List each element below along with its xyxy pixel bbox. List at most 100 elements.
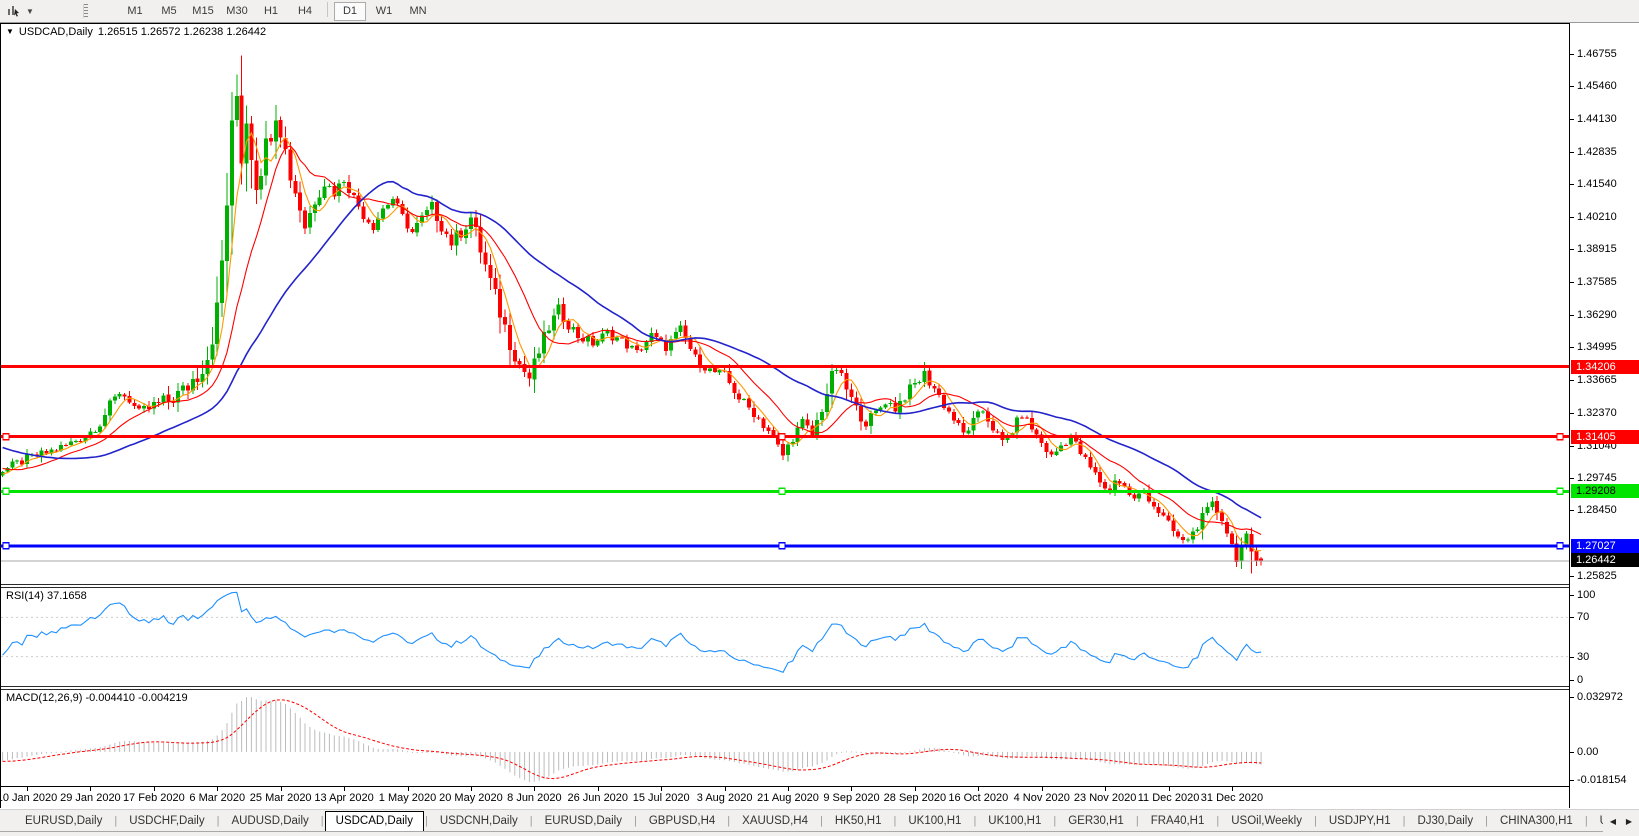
hline-handle[interactable] — [1556, 432, 1564, 441]
hline-handle[interactable] — [778, 487, 786, 496]
timeframe-button-m5[interactable]: M5 — [161, 4, 177, 17]
main-chart-pane[interactable]: ▼ USDCAD,Daily 1.26515 1.26572 1.26238 1… — [1, 24, 1569, 584]
price-axis-label: 1.37585 — [1577, 276, 1617, 289]
timeframe-button-h1[interactable]: H1 — [263, 4, 279, 17]
hline-handle[interactable] — [2, 432, 10, 441]
price-tick — [1570, 445, 1574, 447]
macd-scale-label: 0.032972 — [1577, 691, 1623, 703]
macd-canvas[interactable] — [1, 690, 1569, 786]
timeframe-button-m1[interactable]: M1 — [127, 4, 143, 17]
horizontal-line-1.27027[interactable] — [1, 542, 1569, 550]
tab-usdcad-daily[interactable]: USDCAD,Daily — [324, 811, 424, 831]
rsi-scale-label: 70 — [1577, 611, 1590, 624]
timeframe-button-d1[interactable]: D1 — [334, 1, 366, 21]
tab-uk100-h1[interactable]: UK100,H1 — [908, 815, 962, 827]
tab-scroll-left-icon[interactable]: ◀ — [1609, 816, 1617, 826]
tab-fra40-h1[interactable]: FRA40,H1 — [1150, 815, 1205, 827]
rsi-canvas[interactable] — [1, 588, 1569, 686]
tab-gbpusd-h4[interactable]: GBPUSD,H4 — [648, 815, 716, 827]
timeframe-button-m15[interactable]: M15 — [192, 4, 214, 17]
main-chart-canvas[interactable] — [1, 24, 1569, 584]
rsi-indicator-pane[interactable]: RSI(14) 37.1658 — [1, 588, 1569, 686]
hline-handle[interactable] — [2, 542, 10, 550]
price-tick — [1570, 217, 1574, 219]
macd-tick — [1570, 697, 1574, 698]
tab-usdchf-daily[interactable]: USDCHF,Daily — [129, 815, 205, 827]
price-tick — [1570, 53, 1574, 55]
price-tick — [1570, 119, 1574, 121]
date-tick — [407, 787, 409, 791]
date-label: 26 Jun 2020 — [567, 792, 629, 804]
rsi-tick — [1570, 680, 1574, 681]
price-axis-label: 1.41540 — [1577, 177, 1617, 190]
tab-scroll-right-icon[interactable]: ▶ — [1625, 816, 1633, 826]
date-label: 11 Dec 2020 — [1137, 792, 1200, 804]
cursor-tool-icon[interactable] — [3, 2, 23, 20]
tab-usdcnh-daily[interactable]: USDCNH,Daily — [439, 815, 518, 827]
symbol-period-label: USDCAD,Daily — [18, 26, 93, 38]
hline-handle[interactable] — [1556, 487, 1564, 496]
price-axis-label: 1.44130 — [1577, 113, 1617, 126]
date-tick — [1168, 787, 1170, 791]
horizontal-line-1.29208[interactable] — [1, 487, 1569, 496]
hline-handle[interactable] — [778, 432, 786, 441]
horizontal-line-1.31405[interactable] — [1, 432, 1569, 441]
dropdown-caret-icon[interactable]: ▼ — [26, 6, 34, 16]
tab-hk50-h1[interactable]: HK50,H1 — [834, 815, 882, 827]
price-axis[interactable]: 1.46755 1.45460 1.44130 1.42835 1.41540 1.402… — [1570, 23, 1639, 809]
macd-tick — [1570, 780, 1574, 781]
hline-handle[interactable] — [2, 487, 10, 496]
price-axis-label: 1.32370 — [1577, 406, 1617, 419]
hline-handle[interactable] — [1556, 542, 1564, 550]
pane-resize-separator[interactable] — [1, 686, 1569, 690]
price-axis-label: 1.38915 — [1577, 243, 1617, 256]
timeframe-button-mn[interactable]: MN — [409, 4, 427, 17]
tab-ger30-h1[interactable]: GER30,H1 — [1068, 815, 1124, 827]
timeframe-button-w1[interactable]: W1 — [375, 4, 393, 17]
cursor-tool-glyph — [8, 6, 19, 17]
price-axis-label: 1.25825 — [1577, 569, 1617, 582]
date-label: 13 Apr 2020 — [314, 792, 374, 804]
horizontal-line-1.34206[interactable] — [1, 365, 1569, 369]
price-tick — [1570, 249, 1574, 251]
tab-usoil-weekly[interactable]: USOil,Weekly — [1231, 815, 1302, 827]
macd-tick — [1570, 751, 1574, 753]
price-tick — [1570, 183, 1574, 185]
time-axis[interactable]: 10 Jan 2020 29 Jan 2020 17 Feb 2020 6 Mar 2… — [0, 787, 1570, 808]
tab-eurusd-daily[interactable]: EURUSD,Daily — [25, 815, 103, 827]
tab-separator: | — [1135, 815, 1139, 827]
pane-resize-separator[interactable] — [1, 584, 1569, 588]
tab-china300-h1[interactable]: CHINA300,H1 — [1499, 815, 1573, 827]
rsi-tick — [1570, 656, 1574, 658]
hline-handle[interactable] — [778, 542, 786, 550]
title-collapse-icon[interactable]: ▼ — [6, 26, 14, 36]
ohlc-quote-values: 1.26515 1.26572 1.26238 1.26442 — [97, 26, 267, 38]
timeframe-button-m30[interactable]: M30 — [226, 4, 248, 17]
rsi-scale-label: 0 — [1577, 674, 1584, 686]
tab-usdjpy-h1[interactable]: USDJPY,H1 — [1328, 815, 1391, 827]
macd-indicator-pane[interactable]: MACD(12,26,9) -0.004410 -0.004219 — [1, 690, 1569, 786]
tab-audusd-daily[interactable]: AUDUSD,Daily — [231, 815, 309, 827]
toolbar-grip-handle[interactable] — [83, 4, 88, 18]
macd-label: MACD(12,26,9) -0.004410 -0.004219 — [6, 692, 188, 704]
date-tick — [470, 787, 472, 791]
candles-layer — [1, 55, 1264, 574]
date-label: 9 Sep 2020 — [823, 792, 880, 804]
date-tick — [851, 787, 853, 791]
chart-tab-bar: EURUSD,Daily | USDCHF,Daily | AUDUSD,Daily | U… — [0, 809, 1639, 832]
chart-panes: ▼ USDCAD,Daily 1.26515 1.26572 1.26238 1… — [0, 23, 1570, 787]
tab-eurusd-daily[interactable]: EURUSD,Daily — [544, 815, 622, 827]
tab-scroll-controls: ◀ ▶ — [1603, 810, 1639, 832]
tab-dj30-daily[interactable]: DJ30,Daily — [1417, 815, 1474, 827]
tab-xauusd-h4[interactable]: XAUUSD,H4 — [742, 815, 808, 827]
timeframe-button-h4[interactable]: H4 — [297, 4, 313, 17]
rsi-tick — [1570, 617, 1574, 619]
date-tick — [724, 787, 726, 791]
tab-separator: | — [819, 815, 823, 827]
date-label: 20 May 2020 — [439, 792, 503, 804]
price-badge-1.29208: 1.29208 — [1571, 484, 1639, 499]
tab-uk100-h1[interactable]: UK100,H1 — [988, 815, 1042, 827]
tab-separator: | — [114, 815, 118, 827]
date-label: 29 Jan 2020 — [60, 792, 121, 804]
